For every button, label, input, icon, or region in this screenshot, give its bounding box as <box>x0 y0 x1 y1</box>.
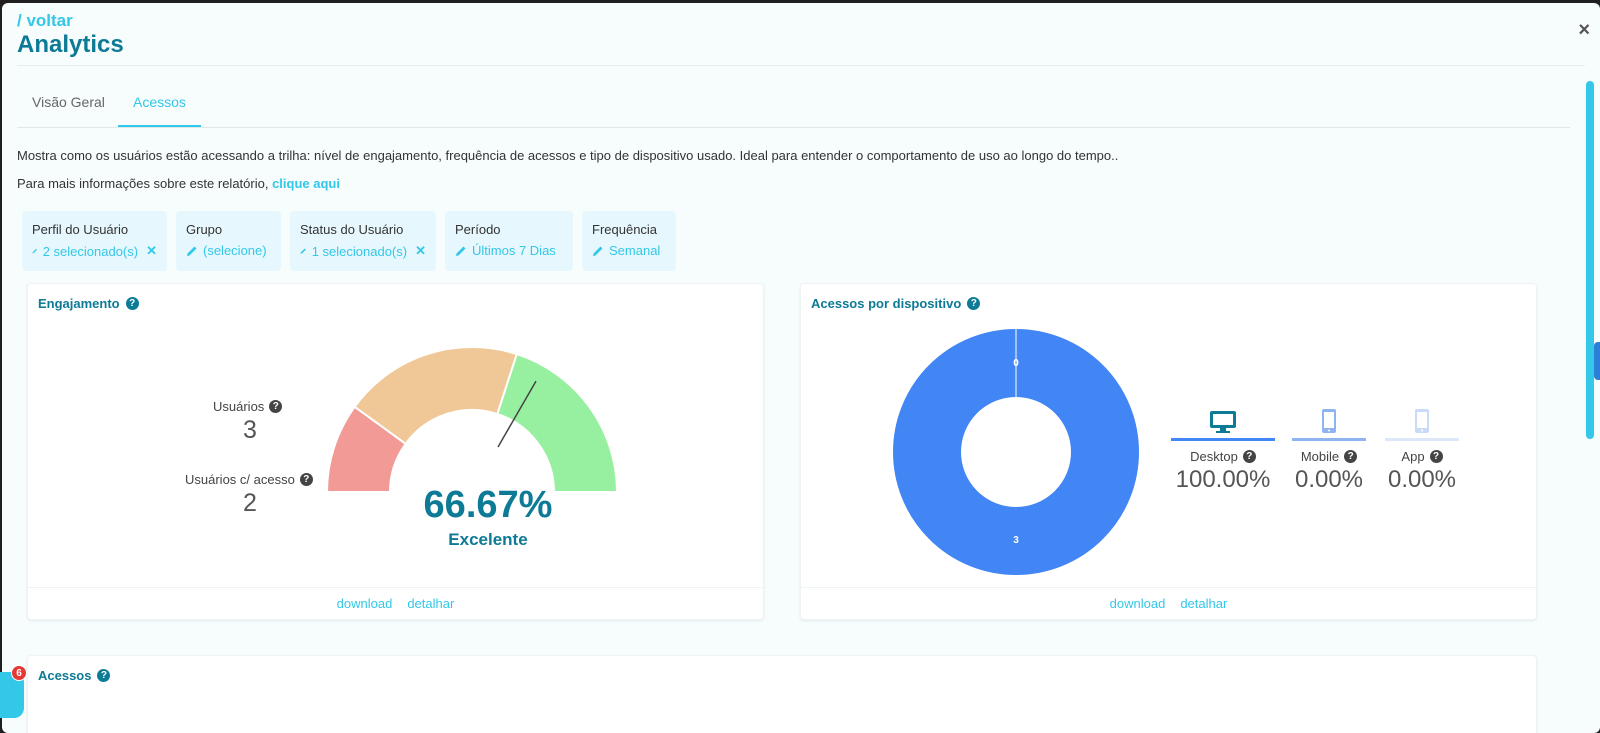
scrollbar[interactable] <box>1586 81 1594 439</box>
users-label: Usuários ? <box>213 399 283 414</box>
header-divider <box>17 65 1585 66</box>
report-description: Mostra como os usuários estão acessando … <box>17 148 1119 163</box>
side-panel-tab[interactable] <box>1594 342 1600 380</box>
pencil-icon <box>32 248 37 254</box>
filter-group[interactable]: Grupo (selecione) <box>176 211 281 271</box>
clear-filter-icon[interactable]: ✕ <box>146 243 157 258</box>
engagement-footer: download detalhar <box>28 587 763 619</box>
help-icon[interactable]: ? <box>125 297 139 310</box>
tab-overview[interactable]: Visão Geral <box>32 94 105 110</box>
detail-link[interactable]: detalhar <box>1180 596 1228 611</box>
filter-value: Últimos 7 Dias <box>472 243 556 258</box>
help-icon[interactable]: ? <box>967 297 981 310</box>
help-icon[interactable]: ? <box>97 669 111 682</box>
users-with-access-label-text: Usuários c/ acesso <box>185 472 295 487</box>
engagement-title: Engajamento ? <box>38 296 139 311</box>
devices-title-text: Acessos por dispositivo <box>811 296 962 311</box>
desktop-icon <box>1210 411 1236 433</box>
pencil-icon <box>300 248 306 254</box>
users-with-access-value: 2 <box>243 489 257 517</box>
download-link[interactable]: download <box>1109 596 1166 611</box>
accesses-title: Acessos ? <box>38 668 111 683</box>
pencil-icon <box>187 246 197 256</box>
more-info-link[interactable]: clique aqui <box>272 176 340 191</box>
filter-period[interactable]: Período Últimos 7 Dias <box>445 211 573 271</box>
clear-filter-icon[interactable]: ✕ <box>415 243 426 258</box>
device-desktop: Desktop ? 100.00% <box>1171 404 1275 494</box>
close-button[interactable]: × <box>1578 19 1590 41</box>
filter-label: Frequência <box>592 222 658 237</box>
pencil-icon <box>456 246 466 256</box>
desktop-bar <box>1171 438 1275 441</box>
help-icon[interactable]: ? <box>1429 450 1443 463</box>
filter-frequency[interactable]: Frequência Semanal <box>582 211 676 271</box>
filter-label: Período <box>455 222 501 237</box>
filter-label: Grupo <box>186 222 223 237</box>
gauge-needle <box>497 380 537 448</box>
filter-label: Perfil do Usuário <box>32 222 129 237</box>
page-title: Analytics <box>17 31 124 58</box>
analytics-modal: / voltar Analytics × Visão Geral Acessos… <box>2 3 1600 733</box>
download-link[interactable]: download <box>336 596 393 611</box>
devices-footer: download detalhar <box>801 587 1536 619</box>
filter-label: Status do Usuário <box>300 222 404 237</box>
gauge-segment-high <box>496 352 619 493</box>
users-label-text: Usuários <box>213 399 265 414</box>
donut-label-top: 0 <box>1013 358 1019 369</box>
desktop-label: Desktop <box>1190 449 1238 464</box>
donut-label-bottom: 3 <box>1013 535 1019 546</box>
filter-value: (selecione) <box>203 243 267 258</box>
help-icon[interactable]: ? <box>269 400 283 413</box>
tab-accesses[interactable]: Acessos <box>118 81 201 127</box>
help-icon[interactable]: ? <box>299 473 313 486</box>
device-app: App ? 0.00% <box>1385 404 1459 494</box>
device-donut-chart: 0 3 <box>893 329 1139 575</box>
filter-user-profile[interactable]: Perfil do Usuário 2 selecionado(s) ✕ <box>22 211 167 271</box>
help-icon[interactable]: ? <box>1242 450 1256 463</box>
detail-link[interactable]: detalhar <box>407 596 455 611</box>
desktop-percent: 100.00% <box>1175 466 1271 493</box>
more-info-text: Para mais informações sobre este relatór… <box>17 176 269 191</box>
filter-user-status[interactable]: Status do Usuário 1 selecionado(s) ✕ <box>290 211 436 271</box>
engagement-title-text: Engajamento <box>38 296 120 311</box>
pencil-icon <box>593 246 603 256</box>
devices-card: Acessos por dispositivo ? 0 3 Desktop ? <box>800 283 1537 620</box>
notification-badge: 6 <box>11 665 27 681</box>
app-bar <box>1385 438 1459 441</box>
help-icon[interactable]: ? <box>1344 450 1358 463</box>
devices-title: Acessos por dispositivo ? <box>811 296 981 311</box>
accesses-title-text: Acessos <box>38 668 92 683</box>
gauge-percentage: 66.67% <box>423 484 553 526</box>
mobile-percent: 0.00% <box>1294 466 1364 493</box>
accesses-card: Acessos ? <box>27 655 1537 733</box>
mobile-bar <box>1292 438 1366 441</box>
gauge-status: Excelente <box>448 530 528 549</box>
app-icon <box>1415 409 1429 433</box>
filter-value: 2 selecionado(s) <box>42 243 139 259</box>
users-value: 3 <box>243 416 257 444</box>
device-mobile: Mobile ? 0.00% <box>1292 404 1366 494</box>
more-info: Para mais informações sobre este relatór… <box>17 176 340 191</box>
app-percent: 0.00% <box>1387 466 1457 493</box>
app-label: App <box>1401 449 1425 464</box>
engagement-card: Engajamento ? Usuários ? 3 Usuários c/ a… <box>27 283 764 620</box>
users-with-access-label: Usuários c/ acesso ? <box>185 472 313 487</box>
filter-value: 1 selecionado(s) <box>311 243 408 259</box>
back-link[interactable]: / voltar <box>17 11 73 30</box>
mobile-label: Mobile <box>1300 449 1340 464</box>
gauge-segment-mid <box>353 346 519 446</box>
engagement-gauge <box>325 346 619 493</box>
mobile-icon <box>1322 409 1336 433</box>
filter-value: Semanal <box>609 243 661 258</box>
tab-bar: Visão Geral Acessos <box>17 81 1570 128</box>
